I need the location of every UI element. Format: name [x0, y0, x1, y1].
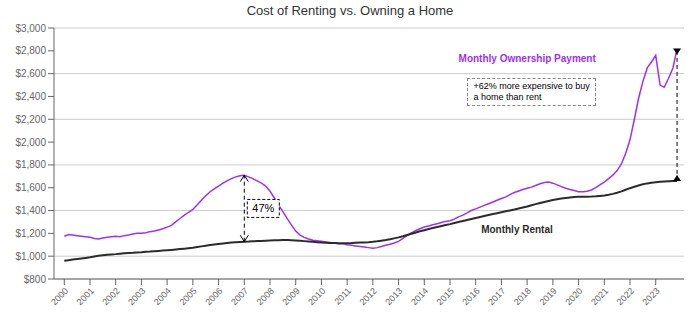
svg-text:2011: 2011	[332, 286, 353, 307]
svg-text:2017: 2017	[486, 286, 507, 307]
svg-text:2015: 2015	[435, 286, 456, 307]
svg-text:2023: 2023	[640, 286, 661, 307]
svg-text:$2,000: $2,000	[15, 137, 46, 148]
html-text:Monthly Rental: Monthly Rental	[481, 224, 553, 236]
svg-text:2010: 2010	[306, 286, 327, 307]
svg-text:2002: 2002	[100, 286, 121, 307]
svg-text:$3,000: $3,000	[15, 23, 46, 34]
svg-text:2003: 2003	[126, 286, 147, 307]
svg-text:47%: 47%	[252, 202, 274, 214]
svg-text:2006: 2006	[203, 286, 224, 307]
svg-text:2016: 2016	[460, 286, 481, 307]
svg-text:2001: 2001	[75, 286, 96, 307]
svg-text:2021: 2021	[589, 286, 610, 307]
svg-text:2019: 2019	[538, 286, 559, 307]
html-text:+62% more expensive to buy a h: +62% more expensive to buy a home than r…	[473, 81, 590, 102]
svg-text:2014: 2014	[409, 286, 430, 307]
svg-text:2018: 2018	[512, 286, 533, 307]
svg-text:2008: 2008	[255, 286, 276, 307]
svg-text:$2,200: $2,200	[15, 114, 46, 125]
svg-text:$1,600: $1,600	[15, 182, 46, 193]
svg-text:$1,200: $1,200	[15, 228, 46, 239]
html-text:Monthly Ownership Payment: Monthly Ownership Payment	[458, 53, 596, 65]
svg-text:2009: 2009	[280, 286, 301, 307]
svg-text:2022: 2022	[615, 286, 636, 307]
svg-text:2013: 2013	[383, 286, 404, 307]
svg-text:$2,400: $2,400	[15, 91, 46, 102]
svg-text:2005: 2005	[178, 286, 199, 307]
svg-text:$1,800: $1,800	[15, 159, 46, 170]
html-text:Cost of Renting vs. Owning a H: Cost of Renting vs. Owning a Home	[246, 3, 454, 18]
svg-text:$800: $800	[24, 274, 47, 285]
svg-text:2012: 2012	[358, 286, 379, 307]
svg-text:2020: 2020	[563, 286, 584, 307]
svg-text:$1,400: $1,400	[15, 205, 46, 216]
svg-text:$2,600: $2,600	[15, 68, 46, 79]
svg-text:2004: 2004	[152, 286, 173, 307]
svg-text:2000: 2000	[49, 286, 70, 307]
svg-text:$1,000: $1,000	[15, 251, 46, 262]
svg-text:$2,800: $2,800	[15, 45, 46, 56]
svg-text:2007: 2007	[229, 286, 250, 307]
